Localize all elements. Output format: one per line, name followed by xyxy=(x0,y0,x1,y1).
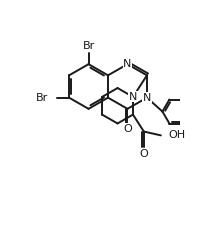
Text: N: N xyxy=(123,59,132,69)
Text: N: N xyxy=(143,93,151,103)
Text: O: O xyxy=(139,149,148,159)
Text: OH: OH xyxy=(169,130,186,140)
Text: Br: Br xyxy=(82,41,95,51)
Text: O: O xyxy=(123,124,132,134)
Text: Br: Br xyxy=(36,93,48,103)
Text: N: N xyxy=(129,92,137,102)
